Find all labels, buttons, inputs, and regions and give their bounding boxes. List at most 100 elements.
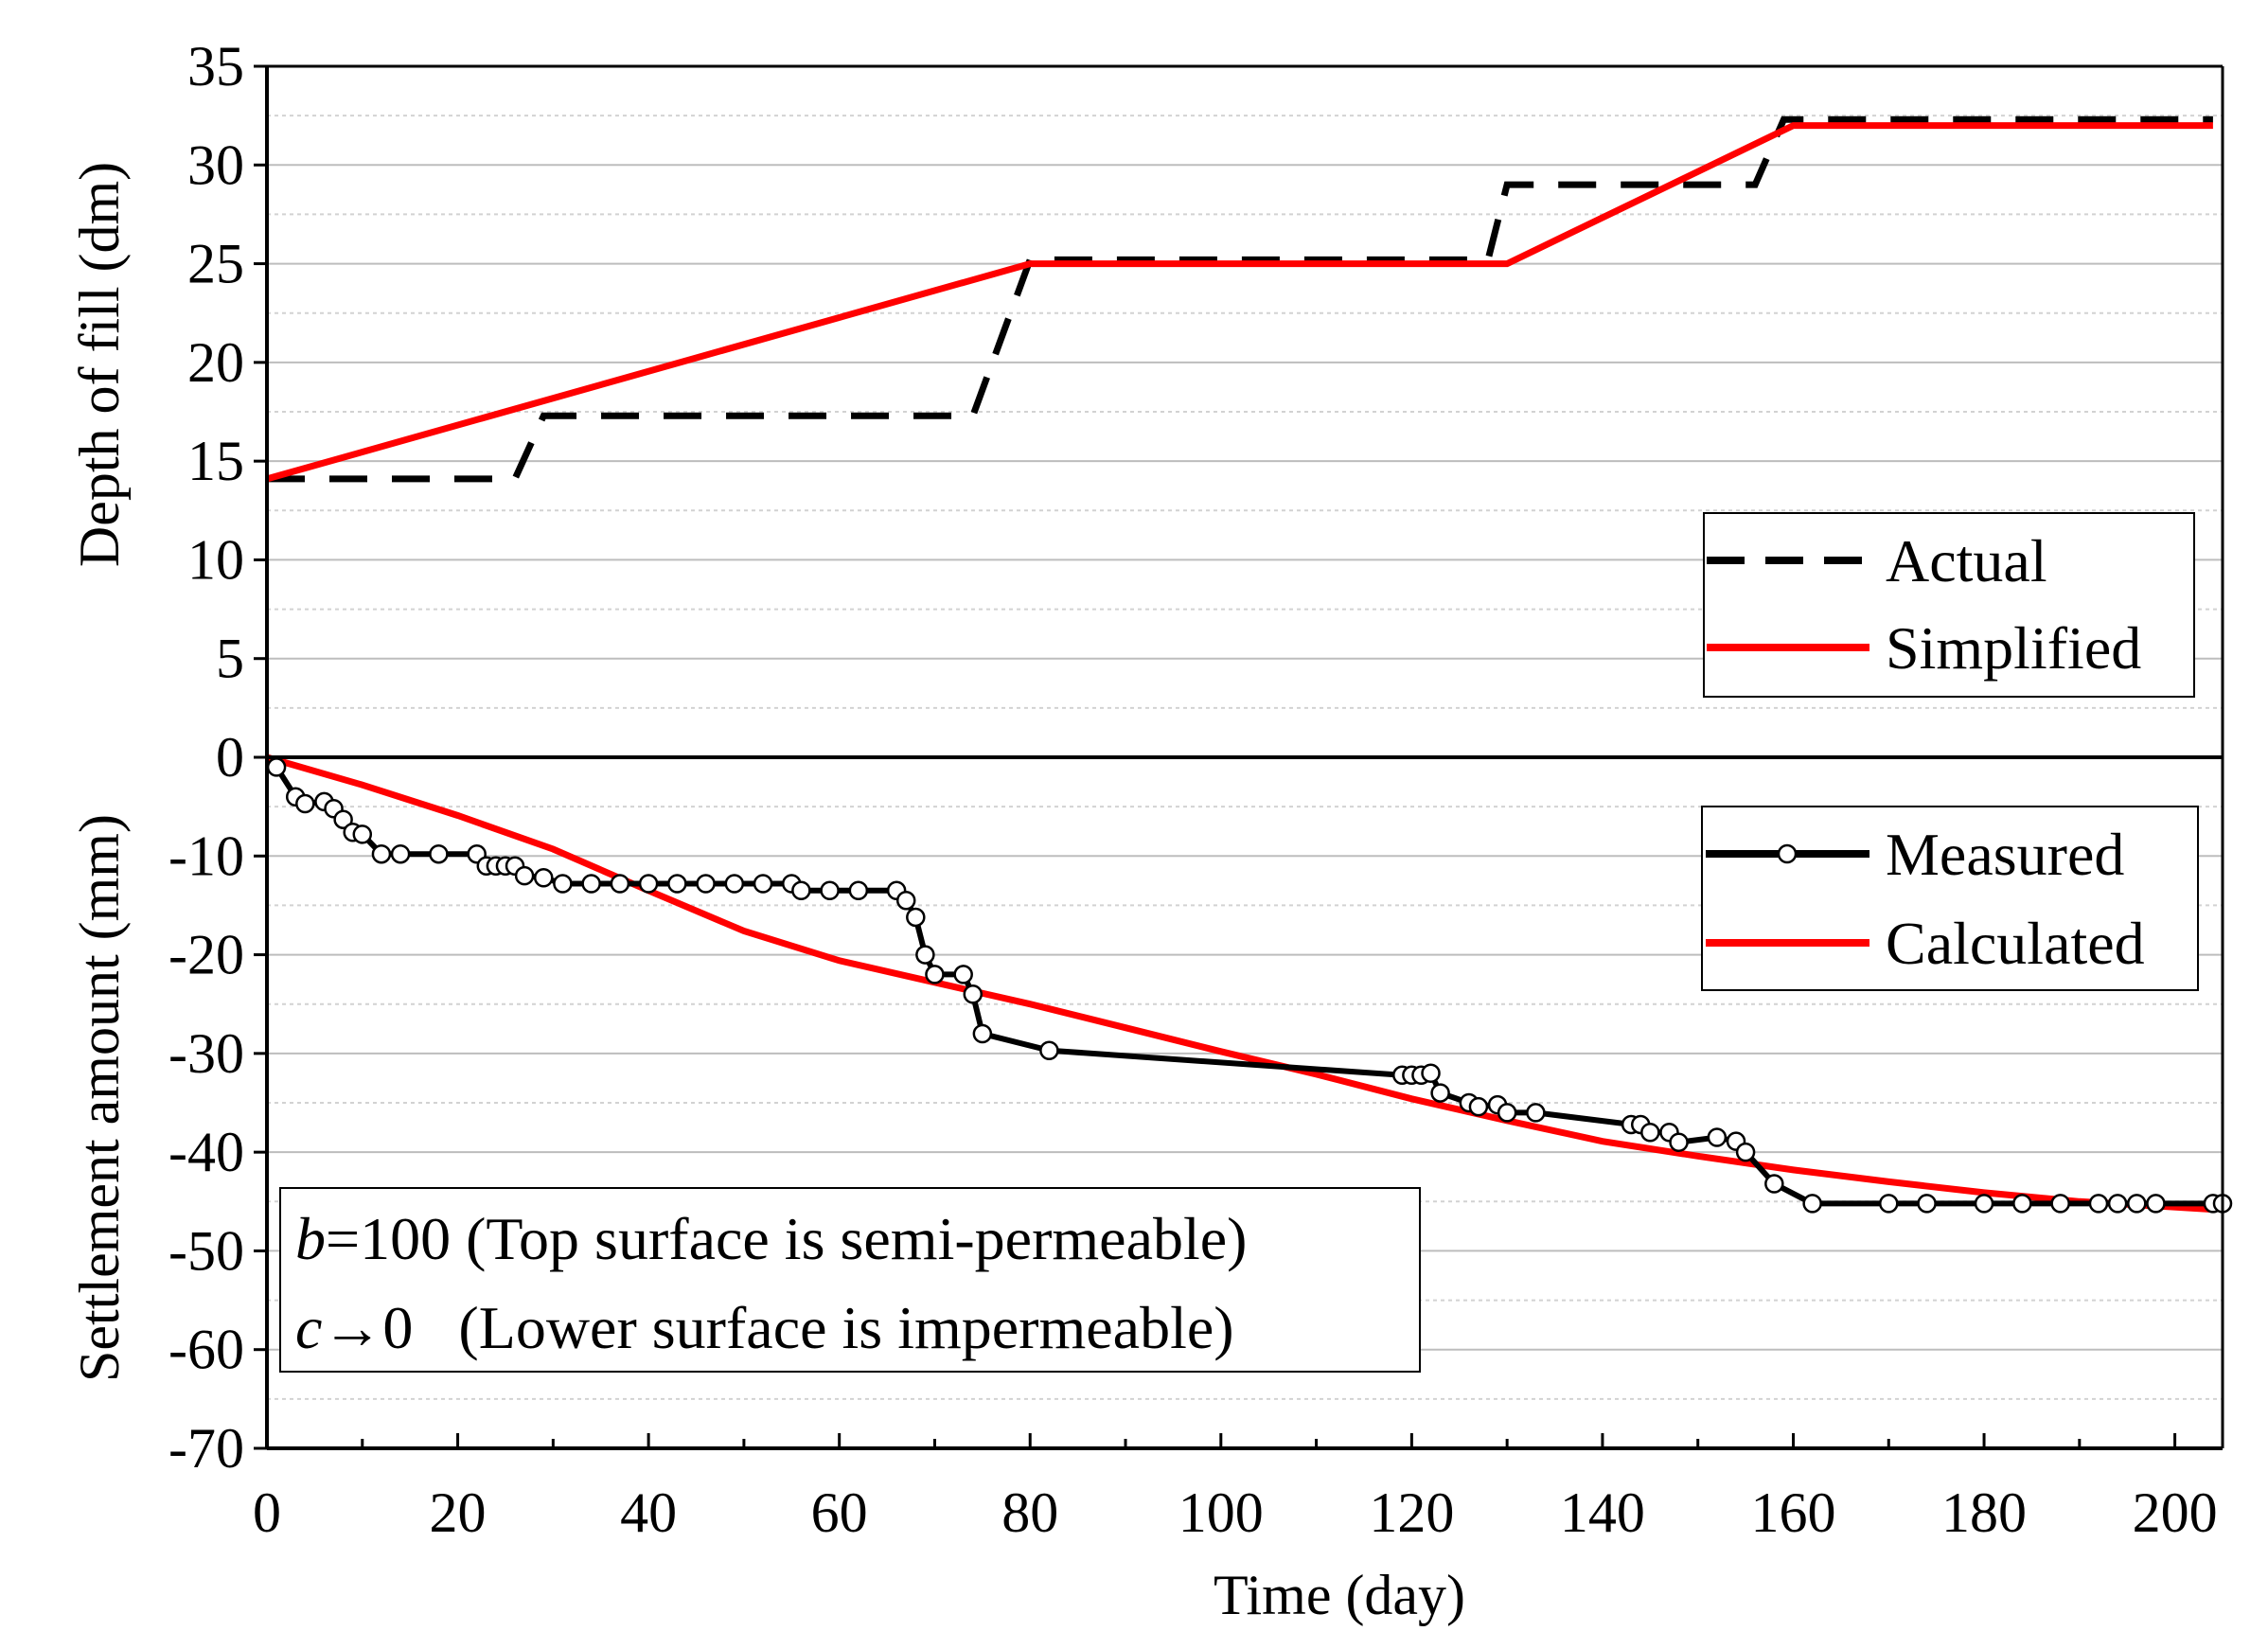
x-tick-label: 100 bbox=[1178, 1481, 1264, 1544]
bottom-legend-frame bbox=[1701, 806, 2199, 991]
note-line-2-text: →0 (Lower surface is impermeable) bbox=[322, 1294, 1233, 1361]
measured-point bbox=[352, 824, 373, 844]
bottom-y-tick-label: -40 bbox=[168, 1121, 244, 1183]
measured-point bbox=[1497, 1103, 1517, 1123]
legend-actual-label: Actual bbox=[1886, 527, 2047, 594]
measured-point bbox=[1526, 1103, 1546, 1123]
bottom-y-tick-label: -20 bbox=[168, 924, 244, 986]
top-y-tick-label: 35 bbox=[187, 35, 244, 98]
legend-measured-marker bbox=[1777, 843, 1798, 864]
measured-point bbox=[667, 874, 687, 894]
measured-point bbox=[1421, 1063, 1441, 1083]
measured-point bbox=[953, 965, 973, 984]
measured-point bbox=[514, 865, 535, 886]
x-tick-label: 120 bbox=[1369, 1481, 1454, 1544]
note-line-1-text: =100 (Top surface is semi-permeable) bbox=[326, 1205, 1247, 1272]
bottom-y-tick-label: -70 bbox=[168, 1417, 244, 1480]
measured-point bbox=[1764, 1174, 1784, 1194]
measured-point bbox=[2107, 1194, 2128, 1214]
x-tick-label: 20 bbox=[430, 1481, 487, 1544]
measured-point bbox=[915, 945, 935, 965]
note-var-b: b bbox=[295, 1205, 326, 1272]
actual-line bbox=[267, 115, 2213, 483]
boundary-condition-note: b=100 (Top surface is semi-permeable) c→… bbox=[279, 1187, 1421, 1373]
measured-point bbox=[753, 874, 773, 894]
measured-point bbox=[2127, 1194, 2147, 1214]
measured-point bbox=[610, 874, 630, 894]
measured-point bbox=[2088, 1194, 2109, 1214]
measured-point bbox=[972, 1023, 993, 1044]
measured-point bbox=[895, 890, 916, 911]
measured-point bbox=[696, 874, 716, 894]
measured-point bbox=[1669, 1132, 1689, 1152]
bottom-legend: Measured Calculated bbox=[1701, 806, 2199, 991]
measured-point bbox=[266, 757, 287, 777]
x-tick-label: 180 bbox=[1941, 1481, 2027, 1544]
legend-calculated-label: Calculated bbox=[1886, 910, 2145, 977]
top-y-tick-label: 5 bbox=[216, 628, 244, 690]
x-tick-label: 80 bbox=[1001, 1481, 1058, 1544]
measured-point bbox=[371, 843, 392, 864]
measured-point bbox=[848, 880, 869, 901]
measured-point bbox=[820, 880, 840, 901]
measured-point bbox=[534, 867, 554, 888]
measured-point bbox=[1974, 1194, 1994, 1214]
measured-point bbox=[1640, 1123, 1660, 1143]
bottom-y-tick-label: -60 bbox=[168, 1319, 244, 1381]
x-tick-label: 0 bbox=[253, 1481, 281, 1544]
measured-point bbox=[925, 965, 945, 984]
measured-point bbox=[2050, 1194, 2070, 1214]
measured-point bbox=[724, 874, 745, 894]
bottom-y-tick-label: -10 bbox=[168, 824, 244, 887]
legend-simplified-label: Simplified bbox=[1886, 614, 2141, 682]
measured-point bbox=[581, 874, 601, 894]
note-var-c: c bbox=[295, 1294, 322, 1361]
measured-point bbox=[429, 843, 449, 864]
top-y-axis-title: Depth of fill (dm) bbox=[68, 162, 131, 567]
x-tick-label: 140 bbox=[1560, 1481, 1645, 1544]
x-axis-title: Time (day) bbox=[1214, 1564, 1465, 1626]
measured-point bbox=[1879, 1194, 1899, 1214]
bottom-y-axis-title: Settlement amount (mm) bbox=[68, 814, 131, 1382]
legend-measured-label: Measured bbox=[1886, 821, 2124, 888]
top-y-tick-label: 20 bbox=[187, 331, 244, 394]
measured-point bbox=[1039, 1040, 1059, 1060]
measured-point bbox=[963, 984, 983, 1004]
measured-point bbox=[553, 874, 573, 894]
top-legend: Actual Simplified bbox=[1703, 512, 2195, 698]
x-tick-label: 60 bbox=[811, 1481, 868, 1544]
series-layer bbox=[266, 115, 2233, 1214]
bottom-y-tick-label: 0 bbox=[216, 726, 244, 789]
measured-point bbox=[1802, 1194, 1822, 1214]
top-legend-frame bbox=[1703, 512, 2195, 698]
note-line-1: b=100 (Top surface is semi-permeable) bbox=[295, 1205, 1247, 1272]
top-y-tick-label: 15 bbox=[187, 430, 244, 492]
measured-point bbox=[333, 809, 353, 829]
note-line-2: c→0 (Lower surface is impermeable) bbox=[295, 1294, 1234, 1361]
measured-point bbox=[1735, 1142, 1756, 1162]
measured-point bbox=[2146, 1194, 2166, 1214]
measured-point bbox=[1468, 1096, 1489, 1117]
measured-point bbox=[295, 793, 315, 814]
measured-point bbox=[1707, 1127, 1728, 1147]
measured-point bbox=[390, 843, 411, 864]
bottom-y-tick-label: -30 bbox=[168, 1022, 244, 1085]
top-y-tick-label: 25 bbox=[187, 233, 244, 295]
simplified-line bbox=[266, 122, 2213, 483]
measured-point bbox=[906, 907, 926, 928]
measured-point bbox=[2012, 1194, 2032, 1214]
x-tick-label: 160 bbox=[1750, 1481, 1835, 1544]
top-y-tick-label: 30 bbox=[187, 133, 244, 196]
measured-point bbox=[1917, 1194, 1937, 1214]
x-tick-label: 200 bbox=[2133, 1481, 2218, 1544]
bottom-y-tick-label: -50 bbox=[168, 1219, 244, 1282]
measured-point bbox=[1430, 1083, 1450, 1103]
x-tick-label: 40 bbox=[620, 1481, 677, 1544]
top-y-tick-label: 10 bbox=[187, 528, 244, 591]
measured-point bbox=[791, 880, 811, 901]
calculated-line bbox=[266, 754, 2214, 1214]
measured-point bbox=[638, 874, 659, 894]
note-frame bbox=[279, 1187, 1421, 1373]
